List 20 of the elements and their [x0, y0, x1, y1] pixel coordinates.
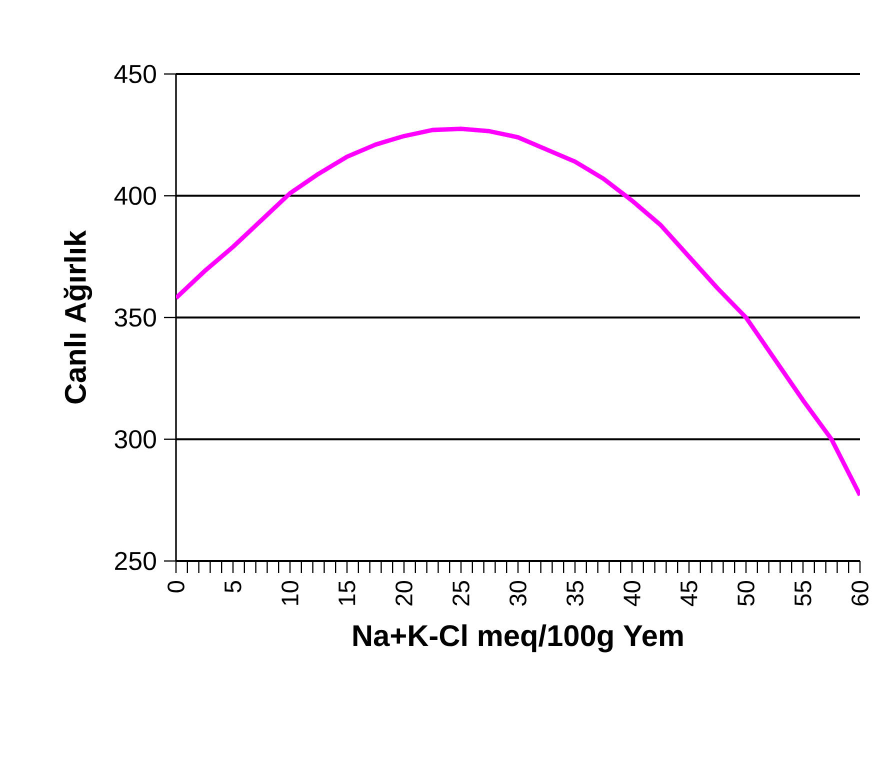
x-tick-label: 55	[794, 581, 812, 606]
y-axis-title: Canlı Ağırlık	[64, 230, 92, 404]
y-tick-label: 300	[114, 430, 156, 448]
y-tick-label: 450	[114, 64, 156, 84]
x-tick-label: 30	[510, 580, 526, 606]
y-tick-label: 400	[114, 186, 156, 205]
x-tick-label: 15	[338, 581, 356, 605]
y-tick-label: 350	[114, 308, 156, 327]
x-tick-label: 35	[566, 581, 584, 606]
x-tick-label: 10	[282, 580, 298, 605]
x-tick-label: 45	[680, 581, 698, 606]
x-tick-label: 20	[396, 580, 412, 606]
x-tick-label: 25	[452, 581, 470, 606]
y-tick-label: 250	[115, 552, 156, 570]
x-tick-label: 50	[738, 580, 754, 606]
x-tick-label: 60	[852, 580, 868, 606]
x-axis-title: Na+K-Cl meq/100g Yem	[353, 624, 683, 652]
x-tick-label: 5	[224, 581, 242, 592]
x-tick-label: 40	[624, 580, 640, 606]
x-tick-label: 0	[168, 580, 184, 592]
